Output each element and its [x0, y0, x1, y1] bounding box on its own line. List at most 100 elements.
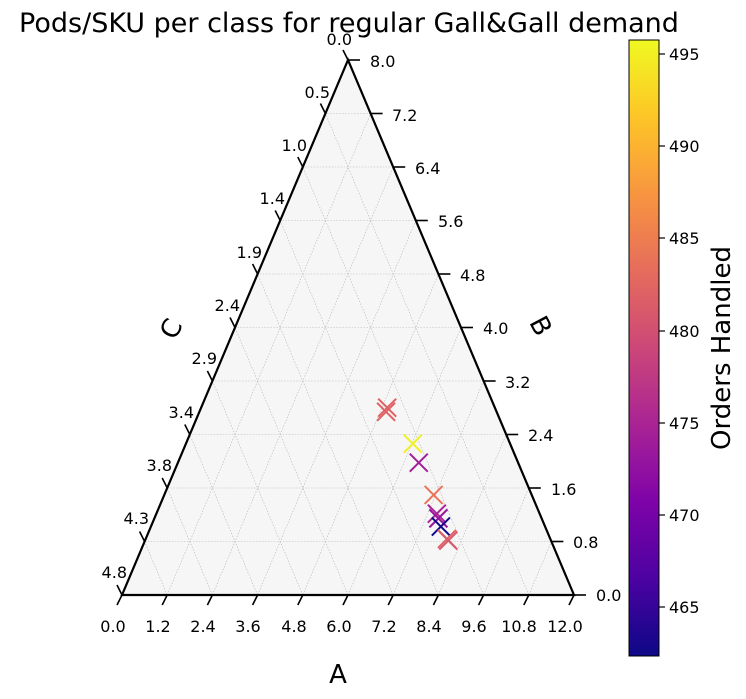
c-tick-label: 1.0 [282, 136, 307, 155]
b-tick-label: 0.0 [596, 586, 621, 605]
a-axis-ticks: 0.0 1.2 2.4 3.6 4.8 6.0 7.2 8.4 9.6 10.8… [100, 617, 583, 636]
data-point [427, 503, 447, 524]
b-axis-title: B [523, 311, 558, 341]
colorbar-tick-label: 480 [669, 322, 700, 341]
grid-line [234, 327, 349, 596]
data-point-stroke [438, 530, 459, 551]
c-tick-label: 0.0 [327, 30, 352, 49]
data-point [431, 516, 451, 537]
colorbar-ticks: 465 470 475 480 485 490 495 [659, 45, 700, 617]
grid-line [528, 541, 552, 596]
a-tick-mark [477, 594, 485, 606]
data-points [376, 397, 459, 551]
data-point [409, 452, 429, 473]
a-tick-mark [568, 594, 575, 606]
a-tick-label: 0.0 [100, 617, 125, 636]
data-point [438, 530, 459, 551]
a-tick-mark [251, 594, 259, 606]
c-axis-ticks: 4.8 4.3 3.8 3.4 2.9 2.4 1.9 1.4 1.0 0.5 … [102, 30, 352, 582]
a-tick-mark [161, 594, 168, 606]
c-tick-label: 3.4 [169, 403, 194, 422]
data-point [376, 402, 396, 422]
a-tick-mark [116, 594, 123, 606]
a-tick-label: 2.4 [190, 617, 215, 636]
c-tick-label: 0.5 [305, 83, 330, 102]
data-point-stroke [428, 508, 449, 529]
grid-line [166, 113, 371, 596]
c-tick-mark [342, 49, 349, 61]
ternary-plot-area [122, 60, 574, 595]
grid-line [325, 113, 530, 596]
a-axis-title: A [329, 660, 347, 690]
a-tick-label: 10.8 [501, 617, 537, 636]
grid-lines [144, 113, 552, 596]
c-tick-mark [161, 477, 168, 489]
c-axis-title: C [154, 314, 189, 344]
c-tick-label: 3.8 [147, 456, 172, 475]
grid-line [166, 487, 213, 596]
c-tick-label: 2.9 [192, 349, 217, 368]
b-tick-label: 2.4 [528, 426, 553, 445]
b-tick-label: 5.6 [438, 212, 463, 231]
data-point [377, 397, 397, 418]
c-tick-label: 1.9 [237, 243, 262, 262]
c-tick-label: 1.4 [260, 189, 285, 208]
grid-line [438, 434, 507, 596]
data-point-stroke [377, 397, 397, 418]
a-tick-label: 9.6 [461, 617, 486, 636]
data-point-stroke [423, 485, 444, 505]
grid-line [189, 434, 258, 596]
a-tick-label: 1.2 [145, 617, 170, 636]
b-tick-label: 1.6 [551, 480, 576, 499]
b-tick-label: 3.2 [505, 373, 530, 392]
colorbar-tick-label: 495 [669, 45, 700, 64]
a-tick-mark [432, 594, 440, 606]
c-tick-mark [319, 103, 327, 114]
colorbar-tick-label: 490 [669, 137, 700, 156]
colorbar-tick-label: 470 [669, 506, 700, 525]
b-tick-label: 4.8 [460, 266, 485, 285]
a-tick-label: 7.2 [371, 617, 396, 636]
a-tick-mark [387, 594, 394, 606]
grid-line [144, 541, 168, 596]
data-point [403, 434, 423, 454]
colorbar-tick-label: 485 [669, 229, 700, 248]
b-tick-label: 7.2 [392, 106, 417, 125]
a-tick-mark [206, 594, 214, 606]
c-tick-label: 2.4 [215, 296, 240, 315]
a-tick-label: 3.6 [235, 617, 260, 636]
data-point-stroke [427, 503, 447, 524]
chart-title: Pods/SKU per class for regular Gall&Gall… [19, 8, 679, 39]
grid-line [347, 327, 462, 596]
c-tick-label: 4.8 [102, 563, 127, 582]
data-point [423, 485, 444, 505]
data-point-stroke [431, 516, 451, 537]
c-tick-mark [184, 424, 191, 435]
tick-marks [116, 49, 586, 606]
data-point-stroke [376, 402, 396, 422]
colorbar [628, 39, 660, 657]
colorbar-tick-label: 475 [669, 414, 700, 433]
c-tick-mark [274, 210, 281, 221]
c-tick-mark [116, 584, 123, 596]
data-point-stroke [409, 452, 429, 473]
b-tick-label: 0.8 [573, 533, 598, 552]
b-tick-label: 8.0 [370, 52, 395, 71]
colorbar-title: Orders Handled [707, 246, 737, 450]
a-tick-label: 4.8 [281, 617, 306, 636]
c-tick-mark [138, 531, 146, 542]
c-tick-label: 4.3 [124, 509, 149, 528]
c-tick-mark [229, 317, 236, 328]
a-tick-mark [342, 594, 349, 606]
c-tick-mark [251, 263, 259, 275]
grid-line [483, 487, 530, 596]
b-tick-label: 4.0 [483, 319, 508, 338]
b-axis-ticks: 0.0 0.8 1.6 2.4 3.2 4.0 4.8 5.6 6.4 7.2 … [370, 52, 621, 605]
a-tick-mark [523, 594, 530, 606]
c-tick-mark [206, 370, 214, 382]
a-tick-label: 6.0 [326, 617, 351, 636]
b-tick-label: 6.4 [415, 159, 440, 178]
c-tick-mark [297, 156, 304, 168]
colorbar-tick-label: 465 [669, 598, 700, 617]
